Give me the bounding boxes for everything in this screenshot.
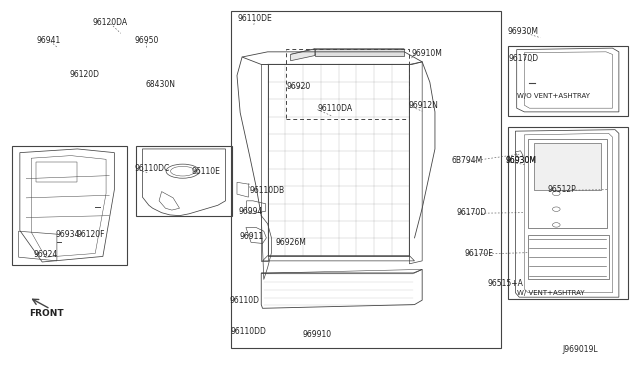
Text: 96515+A: 96515+A	[487, 279, 523, 288]
Bar	[136, 146, 232, 217]
Bar	[508, 128, 628, 299]
Bar	[230, 11, 501, 348]
Text: 96920: 96920	[287, 82, 311, 91]
Text: 96994: 96994	[238, 207, 262, 216]
Text: 96120F: 96120F	[76, 230, 104, 240]
Polygon shape	[315, 49, 404, 55]
Text: 96110DB: 96110DB	[250, 186, 285, 195]
Text: 96924: 96924	[34, 250, 58, 259]
Bar	[508, 46, 628, 116]
Text: 96912N: 96912N	[408, 101, 438, 110]
Text: 96110DD: 96110DD	[230, 327, 266, 336]
Text: 96930M: 96930M	[505, 156, 536, 165]
Text: 96926M: 96926M	[275, 238, 306, 247]
Text: 96120DA: 96120DA	[93, 18, 128, 27]
Text: 96950: 96950	[134, 36, 159, 45]
Text: 969910: 969910	[302, 330, 332, 339]
Text: W/O VENT+ASHTRAY: W/O VENT+ASHTRAY	[516, 93, 589, 99]
Text: 96930M: 96930M	[505, 156, 536, 165]
Text: 96170D: 96170D	[508, 54, 538, 62]
Text: 6B794M: 6B794M	[451, 156, 483, 165]
Text: 96110DC: 96110DC	[135, 164, 170, 173]
Text: 96934: 96934	[56, 230, 80, 240]
Text: 96930M: 96930M	[508, 26, 539, 36]
Bar	[285, 49, 410, 119]
Text: 68430N: 68430N	[145, 80, 175, 89]
Polygon shape	[534, 143, 601, 190]
Text: 96170D: 96170D	[457, 208, 487, 217]
Text: 96911: 96911	[239, 231, 264, 241]
Polygon shape	[291, 49, 404, 54]
Text: 96120D: 96120D	[70, 70, 100, 79]
Text: 96110D: 96110D	[229, 296, 259, 305]
Text: W/ VENT+ASHTRAY: W/ VENT+ASHTRAY	[516, 290, 584, 296]
Text: 96170E: 96170E	[465, 249, 493, 258]
Text: FRONT: FRONT	[29, 310, 64, 318]
Text: 96110E: 96110E	[191, 167, 220, 176]
Text: 96110DA: 96110DA	[317, 104, 353, 113]
Bar	[12, 146, 127, 264]
Text: 96512P: 96512P	[547, 185, 576, 194]
Text: 96941: 96941	[36, 36, 61, 45]
Text: 96110DE: 96110DE	[237, 14, 272, 23]
Text: 96910M: 96910M	[412, 49, 443, 58]
Text: J969019L: J969019L	[563, 344, 598, 353]
Polygon shape	[291, 49, 315, 61]
